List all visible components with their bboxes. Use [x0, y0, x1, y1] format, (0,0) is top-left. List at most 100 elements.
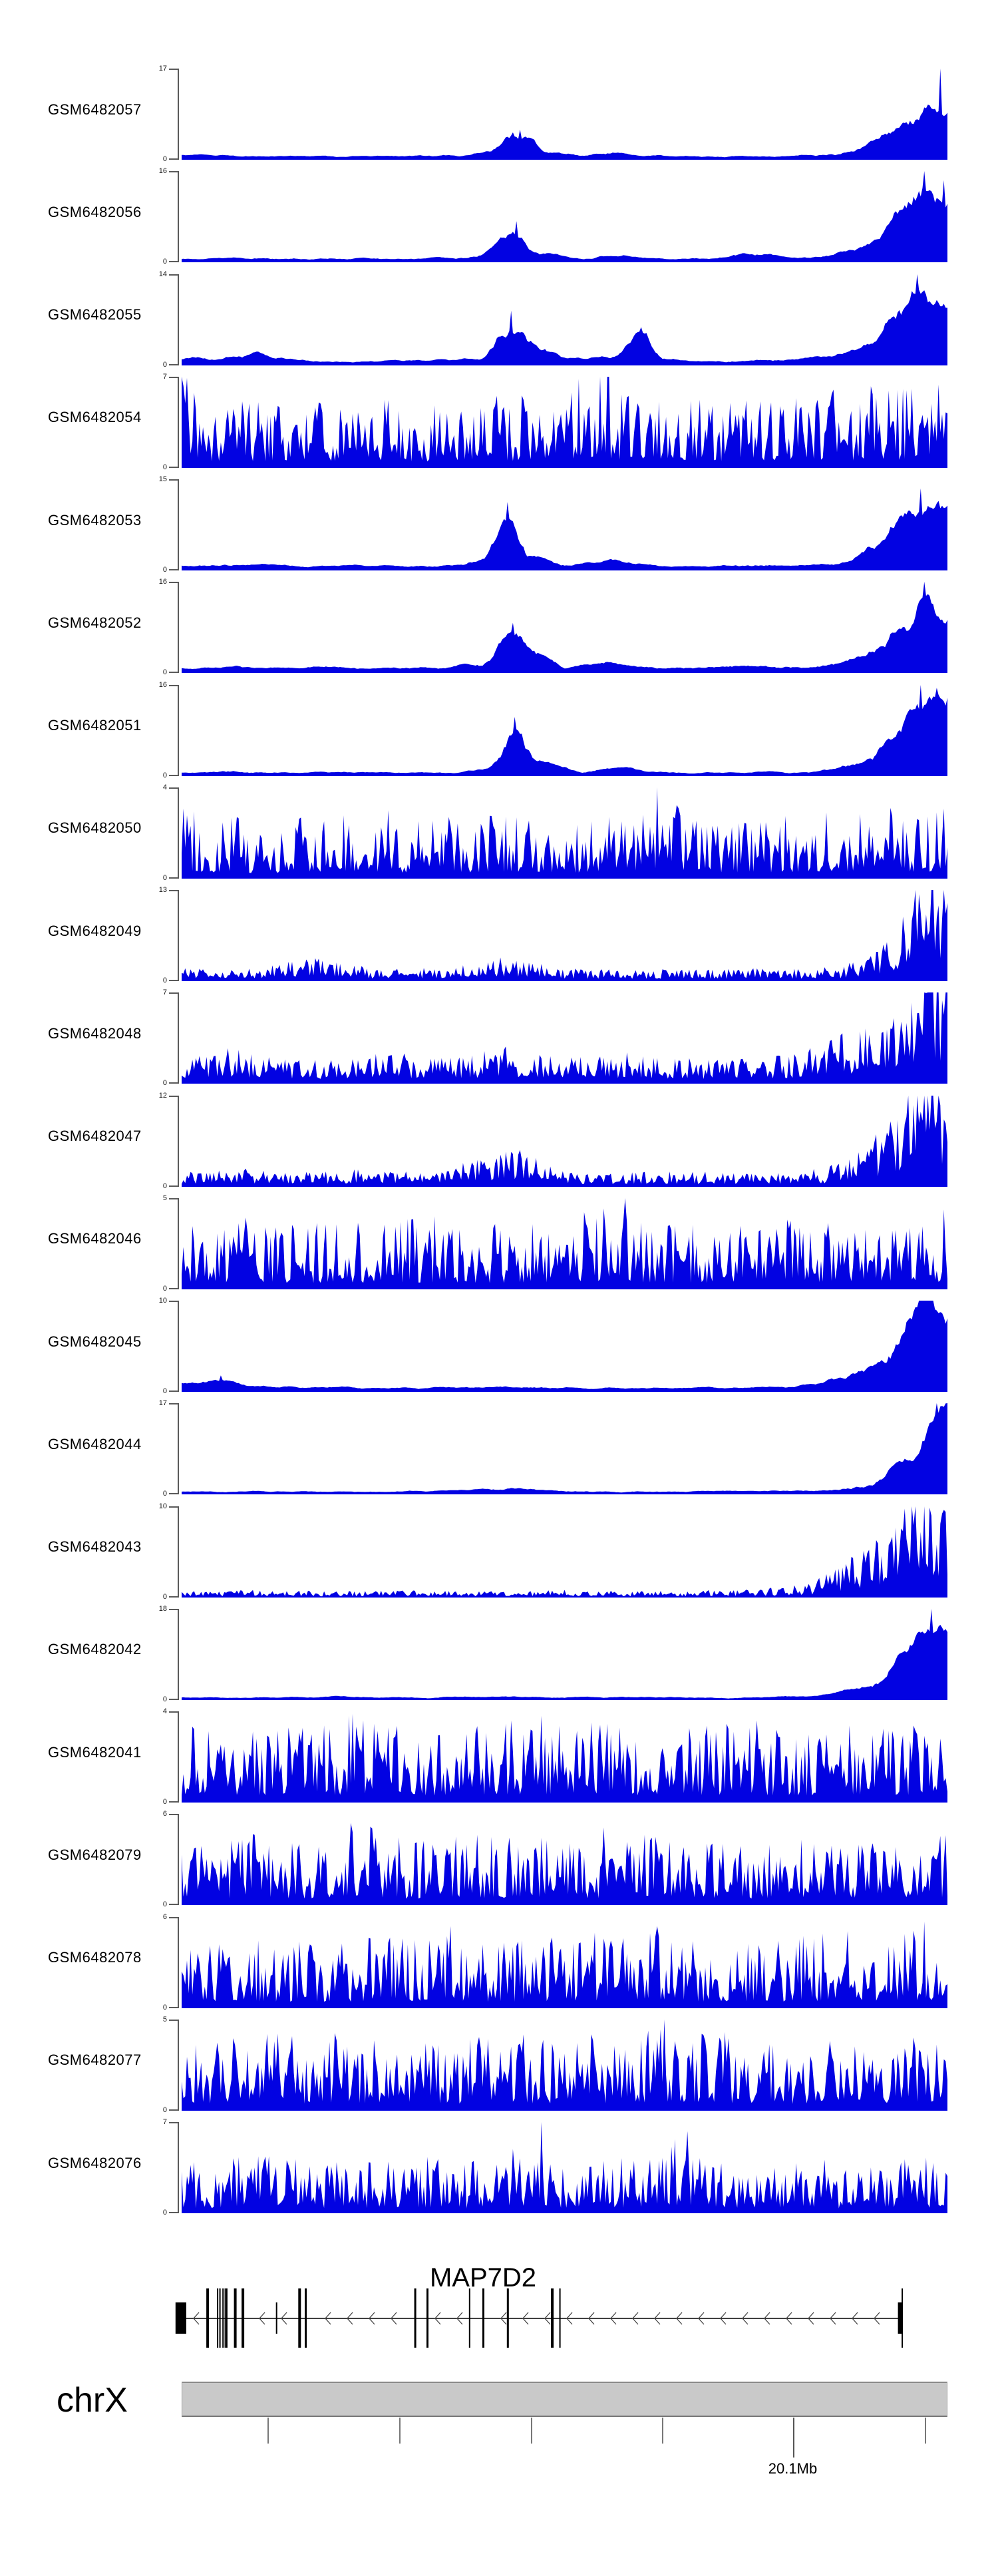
- y-axis-zero-label: 0: [162, 1490, 167, 1498]
- y-axis-line: [178, 1506, 179, 1598]
- y-axis-line: [178, 1711, 179, 1803]
- y-axis-zero-tick: [169, 1082, 179, 1084]
- track-sample-label: GSM6482046: [48, 1230, 142, 1247]
- coverage-signal: [182, 1301, 947, 1392]
- y-axis-top-tick: [169, 1197, 179, 1199]
- y-axis-top-tick: [169, 992, 179, 994]
- y-axis-max-label: 12: [158, 1091, 167, 1100]
- y-axis-line: [178, 69, 179, 160]
- coverage-signal: [182, 890, 947, 981]
- coverage-signal: [182, 582, 947, 674]
- y-axis-zero-tick: [169, 877, 179, 879]
- ruler-labeled-tick: [792, 2418, 794, 2458]
- y-axis-line: [178, 1608, 179, 1700]
- exon-tick: [298, 2288, 301, 2348]
- y-axis-zero-label: 0: [162, 1592, 167, 1601]
- strand-arrow-icon: [259, 2312, 265, 2325]
- y-axis-zero-label: 0: [162, 1695, 167, 1703]
- strand-arrow-icon: [193, 2312, 200, 2325]
- y-axis-max-label: 14: [158, 270, 167, 278]
- track-sample-label: GSM6482042: [48, 1641, 142, 1658]
- strand-arrow-icon: [325, 2312, 331, 2325]
- strand-arrow-icon: [830, 2312, 836, 2325]
- ruler-tick: [661, 2418, 663, 2444]
- y-axis-max-label: 18: [158, 1604, 167, 1613]
- exon-tick: [551, 2288, 554, 2348]
- coverage-track: GSM6482076 7 0: [0, 2118, 998, 2217]
- coverage-track: GSM6482052 16 0: [0, 578, 998, 676]
- y-axis-top-tick: [169, 376, 179, 378]
- strand-arrow-icon: [632, 2312, 639, 2325]
- exon-tick: [414, 2288, 416, 2348]
- coverage-track: GSM6482053 15 0: [0, 475, 998, 574]
- coverage-signal: [182, 274, 947, 365]
- track-sample-label: GSM6482056: [48, 203, 142, 220]
- y-axis-line: [178, 1403, 179, 1495]
- exon-tick: [206, 2288, 210, 2348]
- y-axis-line: [178, 274, 179, 365]
- exon-tick: [217, 2288, 219, 2348]
- y-axis-top-tick: [169, 582, 179, 584]
- y-axis-max-label: 6: [162, 1912, 167, 1921]
- coverage-track: GSM6482045 10 0: [0, 1297, 998, 1395]
- coverage-track: GSM6482047 12 0: [0, 1092, 998, 1190]
- y-axis-line: [178, 1916, 179, 2008]
- exon-tick: [234, 2288, 237, 2348]
- y-axis-zero-tick: [169, 466, 179, 468]
- y-axis-line: [178, 684, 179, 776]
- strand-arrow-icon: [347, 2312, 353, 2325]
- coverage-signal: [182, 488, 947, 570]
- coverage-signal: [182, 69, 947, 160]
- y-axis-zero-tick: [169, 2006, 179, 2008]
- chromosome-label: chrX: [57, 2381, 128, 2420]
- strand-arrow-icon: [698, 2312, 705, 2325]
- y-axis-top-tick: [169, 171, 179, 173]
- coverage-signal: [182, 2019, 947, 2111]
- y-axis-zero-tick: [169, 1391, 179, 1392]
- y-axis-zero-tick: [169, 2212, 179, 2213]
- y-axis-top-tick: [169, 1711, 179, 1713]
- ruler-tick: [924, 2418, 926, 2444]
- coverage-track: GSM6482042 18 0: [0, 1605, 998, 1703]
- y-axis-line: [178, 582, 179, 674]
- y-axis-zero-tick: [169, 1904, 179, 1906]
- y-axis-max-label: 10: [158, 1297, 167, 1305]
- y-axis-zero-tick: [169, 569, 179, 570]
- track-sample-label: GSM6482052: [48, 614, 142, 631]
- y-axis-zero-tick: [169, 261, 179, 263]
- y-axis-line: [178, 992, 179, 1084]
- y-axis-line: [178, 1301, 179, 1392]
- y-axis-top-tick: [169, 890, 179, 891]
- ruler-tick: [399, 2418, 401, 2444]
- ruler-tick: [267, 2418, 269, 2444]
- y-axis-max-label: 15: [158, 475, 167, 483]
- y-axis-line: [178, 1197, 179, 1289]
- y-axis-zero-tick: [169, 1698, 179, 1700]
- y-axis-max-label: 13: [158, 886, 167, 894]
- y-axis-max-label: 7: [162, 988, 167, 997]
- coverage-track: GSM6482050 4 0: [0, 783, 998, 882]
- coverage-track: GSM6482055 14 0: [0, 270, 998, 369]
- y-axis-max-label: 16: [158, 167, 167, 176]
- coverage-track: GSM6482079 6 0: [0, 1810, 998, 1908]
- coverage-signal: [182, 1921, 947, 2008]
- y-axis-top-tick: [169, 1814, 179, 1816]
- coverage-track: GSM6482044 17 0: [0, 1399, 998, 1498]
- y-axis-top-tick: [169, 1403, 179, 1405]
- y-axis-max-label: 10: [158, 1502, 167, 1510]
- y-axis-zero-label: 0: [162, 258, 167, 266]
- y-axis-top-tick: [169, 1301, 179, 1302]
- strand-arrow-icon: [654, 2312, 661, 2325]
- coverage-signal: [182, 787, 947, 879]
- y-axis-zero-tick: [169, 980, 179, 981]
- y-axis-zero-label: 0: [162, 976, 167, 984]
- strand-arrow-icon: [544, 2312, 551, 2325]
- coverage-track: GSM6482051 16 0: [0, 681, 998, 779]
- y-axis-zero-label: 0: [162, 1181, 167, 1190]
- track-sample-label: GSM6482057: [48, 101, 142, 118]
- exon-tick: [242, 2288, 245, 2348]
- y-axis-max-label: 16: [158, 680, 167, 689]
- strand-arrow-icon: [874, 2312, 880, 2325]
- track-sample-label: GSM6482045: [48, 1333, 142, 1350]
- coverage-signal: [182, 1197, 947, 1289]
